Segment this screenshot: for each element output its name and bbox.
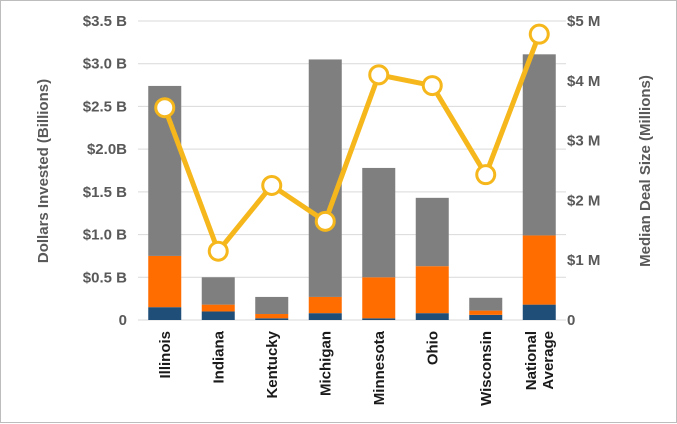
bar-segment-0-0 [148, 307, 182, 320]
bar-segment-0-7 [522, 304, 556, 320]
bar-segment-0-3 [308, 313, 342, 320]
median-deal-line [154, 23, 550, 262]
left-tick-7: $3.5 B [83, 13, 127, 30]
median-point-4 [368, 64, 390, 86]
bar-segment-2-7 [522, 54, 556, 236]
bar-segment-1-3 [308, 296, 342, 314]
category-label-line-1-0: Indiana [210, 330, 227, 383]
left-axis-ticks: 0 $0.5 B $1.0 B $1.5 B $2.0B $2.5 B $3.0 B $3.5… [83, 13, 127, 329]
bar-segment-1-1 [201, 304, 235, 312]
bar-segment-0-1 [201, 311, 235, 320]
left-tick-5: $2.5 B [83, 98, 127, 115]
bar-segment-1-2 [255, 314, 289, 319]
bar-segment-0-5 [415, 313, 449, 320]
category-label-5: Ohio [424, 331, 441, 365]
median-point-7 [528, 23, 550, 45]
right-tick-5: $5 M [567, 13, 600, 30]
right-axis-title: Median Deal Size (Millions) [637, 75, 654, 267]
category-label-6: Wisconsin [478, 331, 495, 406]
bar-segment-2-5 [415, 197, 449, 267]
median-line [162, 33, 542, 254]
left-tick-2: $1.0 B [83, 227, 127, 244]
median-point-1 [207, 240, 229, 262]
bar-segment-1-6 [469, 310, 503, 315]
right-tick-1: $1 M [567, 252, 600, 269]
category-label-7: National Average [523, 331, 557, 390]
category-label-4: Minnesota [371, 330, 388, 405]
bar-segment-2-2 [255, 296, 289, 315]
category-label-3: Michigan [317, 331, 334, 396]
category-label-line-3-0: Michigan [317, 331, 334, 396]
category-label-0: Illinois [157, 331, 174, 379]
median-point-6 [475, 164, 497, 186]
median-point-5 [421, 75, 443, 97]
right-axis-ticks: 0 $1 M $2 M $3 M $4 M $5 M [567, 13, 600, 329]
category-label-line-4-0: Minnesota [371, 330, 388, 405]
category-label-2: Kentucky [264, 330, 281, 398]
left-tick-4: $2.0B [87, 141, 127, 158]
category-label-line-6-0: Wisconsin [478, 331, 495, 406]
bar-segment-2-6 [469, 297, 503, 311]
bar-segment-1-0 [148, 255, 182, 308]
category-label-line-7-0: National [523, 331, 540, 390]
bar-segment-1-5 [415, 266, 449, 314]
category-label-line-0-0: Illinois [157, 331, 174, 379]
median-point-2 [261, 174, 283, 196]
left-tick-0: 0 [119, 312, 127, 329]
category-label-line-2-0: Kentucky [264, 330, 281, 398]
left-axis-title: Dollars Invested (Billions) [35, 79, 52, 263]
category-label-line-5-0: Ohio [424, 331, 441, 365]
gridlines [138, 20, 566, 321]
median-point-3 [314, 210, 336, 232]
bar-segment-2-3 [308, 59, 342, 297]
left-tick-1: $0.5 B [83, 269, 127, 286]
stacked-bars [148, 54, 556, 320]
bar-segment-0-2 [255, 318, 289, 320]
category-label-1: Indiana [210, 330, 227, 383]
median-point-0 [154, 97, 176, 119]
category-labels: Illinois Indiana Kentucky Michigan Minnesota… [157, 330, 557, 406]
right-tick-3: $3 M [567, 133, 600, 150]
left-tick-3: $1.5 B [83, 184, 127, 201]
bar-segment-1-7 [522, 235, 556, 305]
bar-segment-2-4 [362, 167, 396, 278]
right-tick-4: $4 M [567, 73, 600, 90]
right-tick-2: $2 M [567, 192, 600, 209]
left-tick-6: $3.0 B [83, 56, 127, 73]
bar-segment-0-6 [469, 314, 503, 320]
category-label-line-7-1: Average [540, 331, 557, 390]
bar-segment-2-1 [201, 277, 235, 305]
bar-segment-0-4 [362, 318, 396, 320]
right-tick-0: 0 [567, 312, 575, 329]
bar-segment-1-4 [362, 277, 396, 319]
